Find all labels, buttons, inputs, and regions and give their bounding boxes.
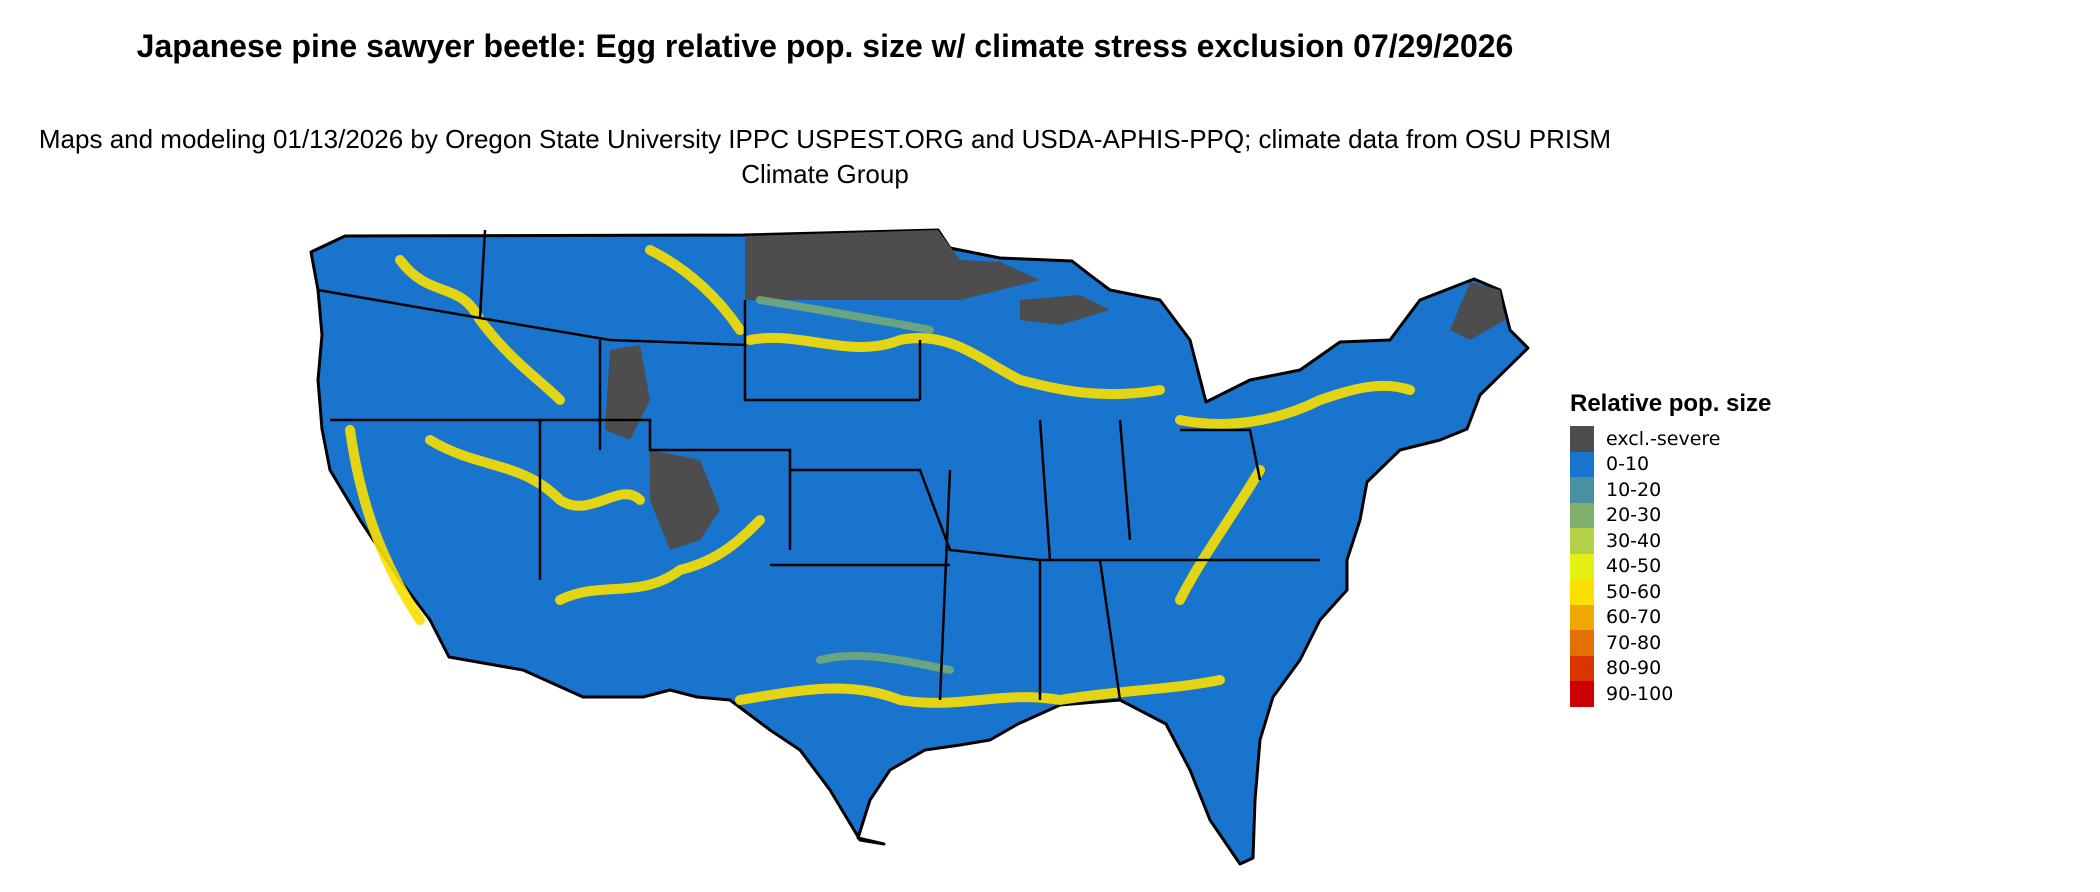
legend-item: 70-80: [1570, 630, 1771, 656]
state-borders: [317, 229, 1320, 701]
legend-label: 90-100: [1606, 682, 1674, 705]
legend-swatch: [1570, 528, 1594, 554]
legend-item: 50-60: [1570, 579, 1771, 605]
region-wyoming: [605, 345, 650, 440]
legend-swatch: [1570, 630, 1594, 656]
border-west: [317, 229, 920, 580]
legend-swatch: [1570, 553, 1594, 579]
region-plains-green: [756, 296, 934, 334]
legend-item: 0-10: [1570, 451, 1771, 477]
region-north-dakota-minnesota: [745, 230, 1040, 300]
legend-label: 30-40: [1606, 529, 1662, 552]
region-california: [345, 425, 425, 625]
border-central: [770, 340, 1320, 701]
region-appalachians: [1175, 465, 1265, 605]
legend-items: excl.-severe 0-10 10-20 20-30 30-40 40-50 50-6…: [1570, 426, 1771, 707]
legend-label: 60-70: [1606, 606, 1662, 629]
region-colorado: [650, 450, 720, 550]
region-montana: [645, 245, 745, 335]
region-michigan-up: [1020, 295, 1110, 325]
region-northern-plains: [745, 332, 1165, 400]
legend-swatch: [1570, 604, 1594, 630]
legend-label: 70-80: [1606, 631, 1662, 654]
region-great-lakes: [1175, 380, 1415, 429]
legend-label: 10-20: [1606, 478, 1662, 501]
legend-item: 80-90: [1570, 655, 1771, 681]
legend-label: 20-30: [1606, 504, 1662, 527]
legend-swatch: [1570, 681, 1594, 707]
map-title: Japanese pine sawyer beetle: Egg relativ…: [136, 28, 1514, 64]
legend-title: Relative pop. size: [1570, 390, 1772, 417]
region-texas-green: [816, 651, 954, 674]
region-gulf-coast: [735, 675, 1225, 708]
legend-item: excl.-severe: [1570, 426, 1771, 452]
legend-swatch: [1570, 426, 1594, 452]
legend-item: 20-30: [1570, 502, 1771, 528]
legend-swatch: [1570, 655, 1594, 681]
legend-label: 40-50: [1606, 555, 1662, 578]
region-nevada-utah: [425, 435, 645, 511]
legend-swatch: [1570, 502, 1594, 528]
legend-swatch: [1570, 477, 1594, 503]
region-maine: [1450, 282, 1505, 340]
region-southwest: [555, 515, 765, 605]
moderate-regions: [756, 296, 954, 674]
legend-label: excl.-severe: [1606, 427, 1721, 450]
legend-label: 80-90: [1606, 657, 1662, 680]
region-northwest: [395, 255, 565, 405]
legend-item: 30-40: [1570, 528, 1771, 554]
legend-swatch: [1570, 579, 1594, 605]
legend-label: 50-60: [1606, 580, 1662, 603]
legend-item: 40-50: [1570, 553, 1771, 579]
excl-severe-regions: [605, 230, 1505, 550]
legend: Relative pop. size excl.-severe 0-10 10-20…: [1570, 390, 1771, 707]
high-pop-regions: [345, 245, 1415, 708]
legend-item: 10-20: [1570, 477, 1771, 503]
legend-swatch: [1570, 451, 1594, 477]
legend-label: 0-10: [1606, 453, 1650, 476]
legend-item: 90-100: [1570, 681, 1771, 707]
map-subtitle: Maps and modeling 01/13/2026 by Oregon S…: [38, 124, 1612, 189]
legend-item: 60-70: [1570, 604, 1771, 630]
